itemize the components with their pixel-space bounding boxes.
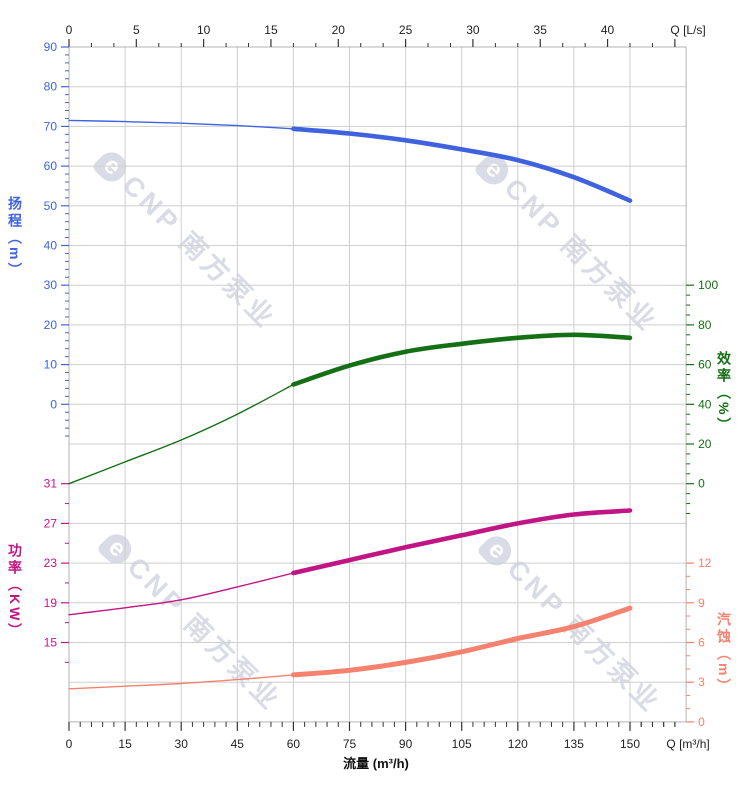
efficiency-axis-title: 效率（%）	[716, 351, 732, 435]
head-curve-thin	[68, 119, 295, 130]
head-axis-title: 扬程（m）	[7, 196, 23, 280]
head-curve	[291, 126, 633, 203]
npsh-curve-thin	[68, 674, 295, 690]
svg-text:45: 45	[231, 737, 245, 751]
power-curve	[291, 508, 633, 576]
svg-text:23: 23	[44, 556, 58, 570]
svg-text:6: 6	[698, 636, 705, 650]
svg-text:40: 40	[44, 239, 58, 253]
svg-text:20: 20	[332, 23, 346, 37]
npsh-curve	[290, 605, 633, 678]
svg-text:40: 40	[698, 397, 712, 411]
svg-text:0: 0	[50, 397, 57, 411]
svg-text:90: 90	[399, 737, 413, 751]
svg-text:60: 60	[44, 159, 58, 173]
svg-text:9: 9	[698, 596, 705, 610]
svg-text:50: 50	[44, 199, 58, 213]
svg-text:120: 120	[508, 737, 528, 751]
svg-text:0: 0	[66, 737, 73, 751]
svg-text:27: 27	[44, 516, 58, 530]
svg-text:19: 19	[44, 596, 58, 610]
flow-axis-label: 流量 (m³/h)	[343, 756, 409, 771]
svg-text:Q [L/s]: Q [L/s]	[670, 23, 705, 37]
svg-text:60: 60	[698, 358, 712, 372]
svg-text:80: 80	[44, 80, 58, 94]
svg-text:70: 70	[44, 119, 58, 133]
svg-text:5: 5	[133, 23, 140, 37]
efficiency-curve	[291, 332, 633, 387]
svg-text:40: 40	[601, 23, 615, 37]
svg-text:80: 80	[698, 318, 712, 332]
svg-text:135: 135	[564, 737, 584, 751]
svg-text:12: 12	[698, 556, 712, 570]
svg-text:0: 0	[698, 477, 705, 491]
power-curve-thin	[68, 572, 295, 616]
svg-text:15: 15	[118, 737, 132, 751]
svg-text:30: 30	[175, 737, 189, 751]
svg-text:10: 10	[197, 23, 211, 37]
svg-text:20: 20	[698, 437, 712, 451]
power-axis-title: 功率（KW）	[7, 543, 23, 641]
svg-text:15: 15	[264, 23, 278, 37]
svg-text:31: 31	[44, 477, 58, 491]
svg-text:25: 25	[399, 23, 413, 37]
svg-text:60: 60	[287, 737, 301, 751]
svg-text:3: 3	[698, 675, 705, 689]
svg-text:105: 105	[452, 737, 472, 751]
efficiency-curve-thin	[68, 383, 295, 485]
svg-text:0: 0	[698, 715, 705, 729]
svg-text:150: 150	[620, 737, 640, 751]
svg-text:75: 75	[343, 737, 357, 751]
svg-text:10: 10	[44, 358, 58, 372]
svg-text:35: 35	[534, 23, 548, 37]
svg-text:90: 90	[44, 40, 58, 54]
svg-text:Q [m³/h]: Q [m³/h]	[666, 737, 709, 751]
svg-text:0: 0	[66, 23, 73, 37]
svg-text:100: 100	[698, 278, 718, 292]
svg-text:15: 15	[44, 636, 58, 650]
svg-text:30: 30	[466, 23, 480, 37]
svg-text:30: 30	[44, 278, 58, 292]
svg-text:20: 20	[44, 318, 58, 332]
npsh-axis-title: 汽蚀（m）	[716, 612, 732, 696]
